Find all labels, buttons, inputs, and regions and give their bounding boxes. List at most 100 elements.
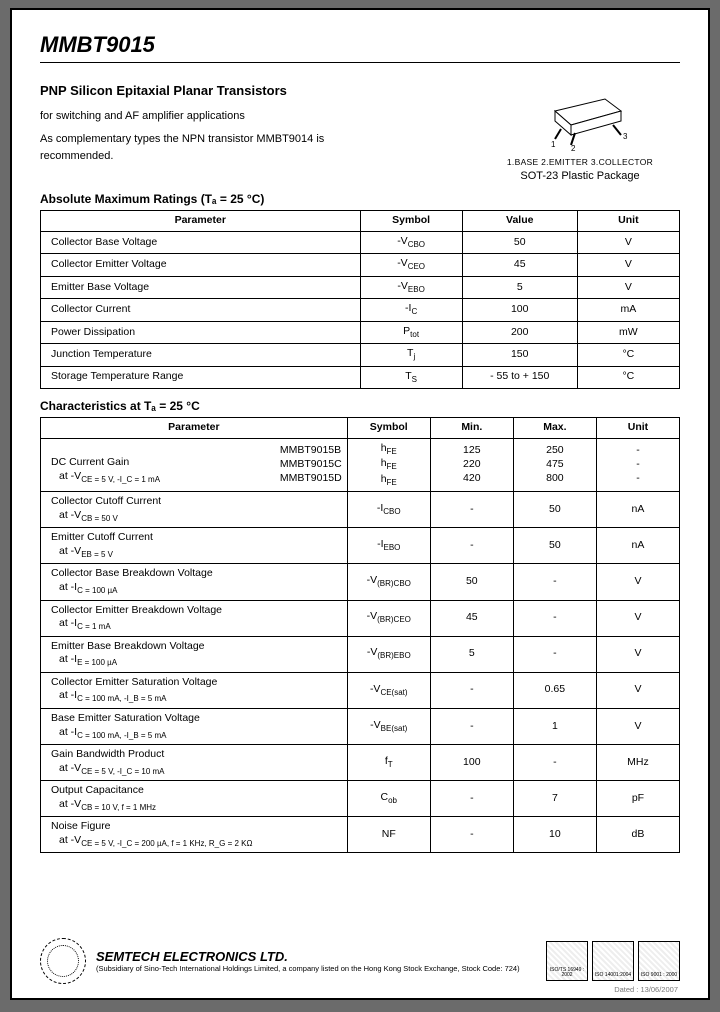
table-row: Emitter Base Breakdown Voltageat -IE = 1… bbox=[41, 636, 680, 672]
min-cell: - bbox=[430, 528, 513, 564]
value-cell: 45 bbox=[462, 254, 577, 276]
max-cell: 0.65 bbox=[513, 672, 596, 708]
table-row: Collector Base Breakdown Voltageat -IC =… bbox=[41, 564, 680, 600]
footer: SEMTECH ELECTRONICS LTD. (Subsidiary of … bbox=[40, 938, 680, 984]
table-row: DC Current Gainat -VCE = 5 V, -I_C = 1 m… bbox=[41, 438, 680, 491]
table-row: Junction TemperatureTj150°C bbox=[41, 344, 680, 366]
datasheet-page: MMBT9015 PNP Silicon Epitaxial Planar Tr… bbox=[10, 8, 710, 1000]
intro-row: PNP Silicon Epitaxial Planar Transistors… bbox=[40, 75, 680, 182]
param-cell: Base Emitter Saturation Voltageat -IC = … bbox=[41, 708, 348, 744]
symbol-cell: Tj bbox=[360, 344, 462, 366]
svg-text:1: 1 bbox=[551, 140, 556, 149]
table-header: Parameter bbox=[41, 418, 348, 439]
max-cell: - bbox=[513, 636, 596, 672]
max-cell: 1 bbox=[513, 708, 596, 744]
min-cell: 125220420 bbox=[430, 438, 513, 491]
value-cell: 50 bbox=[462, 231, 577, 253]
symbol-cell: hFEhFEhFE bbox=[347, 438, 430, 491]
table-row: Power DissipationPtot200mW bbox=[41, 321, 680, 343]
table-header: Unit bbox=[596, 418, 679, 439]
unit-cell: nA bbox=[596, 528, 679, 564]
min-cell: - bbox=[430, 672, 513, 708]
pin-legend: 1.BASE 2.EMITTER 3.COLLECTOR bbox=[480, 157, 680, 167]
package-name: SOT-23 Plastic Package bbox=[480, 170, 680, 182]
unit-cell: °C bbox=[577, 344, 679, 366]
divider bbox=[40, 62, 680, 63]
company-name: SEMTECH ELECTRONICS LTD. bbox=[96, 949, 536, 964]
unit-cell: V bbox=[596, 564, 679, 600]
param-cell: Collector Current bbox=[41, 299, 361, 321]
param-cell: Collector Cutoff Currentat -VCB = 50 V bbox=[41, 492, 348, 528]
param-cell: Collector Emitter Saturation Voltageat -… bbox=[41, 672, 348, 708]
param-cell: Noise Figureat -VCE = 5 V, -I_C = 200 µA… bbox=[41, 817, 348, 853]
symbol-cell: Ptot bbox=[360, 321, 462, 343]
chars-heading: Characteristics at Tₐ = 25 °C bbox=[40, 399, 680, 413]
unit-cell: mA bbox=[577, 299, 679, 321]
symbol-cell: -VCEO bbox=[360, 254, 462, 276]
table-row: Collector Emitter Saturation Voltageat -… bbox=[41, 672, 680, 708]
unit-cell: °C bbox=[577, 366, 679, 388]
unit-cell: mW bbox=[577, 321, 679, 343]
param-cell: Emitter Base Voltage bbox=[41, 276, 361, 298]
unit-cell: V bbox=[596, 600, 679, 636]
table-row: Collector Base Voltage-VCBO50V bbox=[41, 231, 680, 253]
package-figure: 1 2 3 1.BASE 2.EMITTER 3.COLLECTOR SOT-2… bbox=[480, 81, 680, 182]
symbol-cell: NF bbox=[347, 817, 430, 853]
date-line: Dated : 13/06/2007 bbox=[614, 985, 678, 994]
unit-cell: V bbox=[596, 636, 679, 672]
table-header: Unit bbox=[577, 211, 679, 232]
svg-text:2: 2 bbox=[571, 144, 576, 151]
unit-cell: --- bbox=[596, 438, 679, 491]
intro-text: PNP Silicon Epitaxial Planar Transistors… bbox=[40, 75, 360, 171]
max-cell: 250475800 bbox=[513, 438, 596, 491]
max-cell: 10 bbox=[513, 817, 596, 853]
min-cell: 100 bbox=[430, 745, 513, 781]
max-cell: 50 bbox=[513, 492, 596, 528]
unit-cell: V bbox=[577, 276, 679, 298]
unit-cell: V bbox=[577, 254, 679, 276]
svg-text:3: 3 bbox=[623, 132, 628, 141]
table-row: Emitter Base Voltage-VEBO5V bbox=[41, 276, 680, 298]
param-cell: Emitter Cutoff Currentat -VEB = 5 V bbox=[41, 528, 348, 564]
cert-badges: ISO/TS 16949 : 2002ISO 14001:2004ISO 900… bbox=[546, 941, 680, 981]
value-cell: 200 bbox=[462, 321, 577, 343]
desc-line-2: As complementary types the NPN transisto… bbox=[40, 131, 360, 165]
min-cell: 45 bbox=[430, 600, 513, 636]
ratings-table: ParameterSymbolValueUnitCollector Base V… bbox=[40, 210, 680, 389]
min-cell: - bbox=[430, 817, 513, 853]
param-cell: Collector Emitter Voltage bbox=[41, 254, 361, 276]
unit-cell: V bbox=[577, 231, 679, 253]
cert-badge: ISO 14001:2004 bbox=[592, 941, 634, 981]
unit-cell: dB bbox=[596, 817, 679, 853]
part-number: MMBT9015 bbox=[40, 32, 680, 58]
symbol-cell: -V(BR)EBO bbox=[347, 636, 430, 672]
symbol-cell: TS bbox=[360, 366, 462, 388]
param-cell: Collector Base Breakdown Voltageat -IC =… bbox=[41, 564, 348, 600]
param-cell: Gain Bandwidth Productat -VCE = 5 V, -I_… bbox=[41, 745, 348, 781]
table-header: Max. bbox=[513, 418, 596, 439]
table-header: Symbol bbox=[347, 418, 430, 439]
symbol-cell: fT bbox=[347, 745, 430, 781]
symbol-cell: Cob bbox=[347, 781, 430, 817]
table-row: Base Emitter Saturation Voltageat -IC = … bbox=[41, 708, 680, 744]
table-row: Emitter Cutoff Currentat -VEB = 5 V-IEBO… bbox=[41, 528, 680, 564]
table-row: Collector Current-IC100mA bbox=[41, 299, 680, 321]
ratings-heading: Absolute Maximum Ratings (Tₐ = 25 °C) bbox=[40, 192, 680, 206]
company-sub: (Subsidiary of Sino-Tech International H… bbox=[96, 964, 536, 973]
doc-title: PNP Silicon Epitaxial Planar Transistors bbox=[40, 83, 360, 98]
symbol-cell: -VCE(sat) bbox=[347, 672, 430, 708]
max-cell: - bbox=[513, 564, 596, 600]
param-cell: Storage Temperature Range bbox=[41, 366, 361, 388]
max-cell: - bbox=[513, 600, 596, 636]
symbol-cell: -ICBO bbox=[347, 492, 430, 528]
param-cell: Emitter Base Breakdown Voltageat -IE = 1… bbox=[41, 636, 348, 672]
table-header: Min. bbox=[430, 418, 513, 439]
min-cell: - bbox=[430, 708, 513, 744]
value-cell: 150 bbox=[462, 344, 577, 366]
table-row: Noise Figureat -VCE = 5 V, -I_C = 200 µA… bbox=[41, 817, 680, 853]
table-row: Collector Emitter Breakdown Voltageat -I… bbox=[41, 600, 680, 636]
company-logo-icon bbox=[40, 938, 86, 984]
sot23-icon: 1 2 3 bbox=[525, 81, 635, 151]
table-header: Symbol bbox=[360, 211, 462, 232]
param-cell: Collector Base Voltage bbox=[41, 231, 361, 253]
